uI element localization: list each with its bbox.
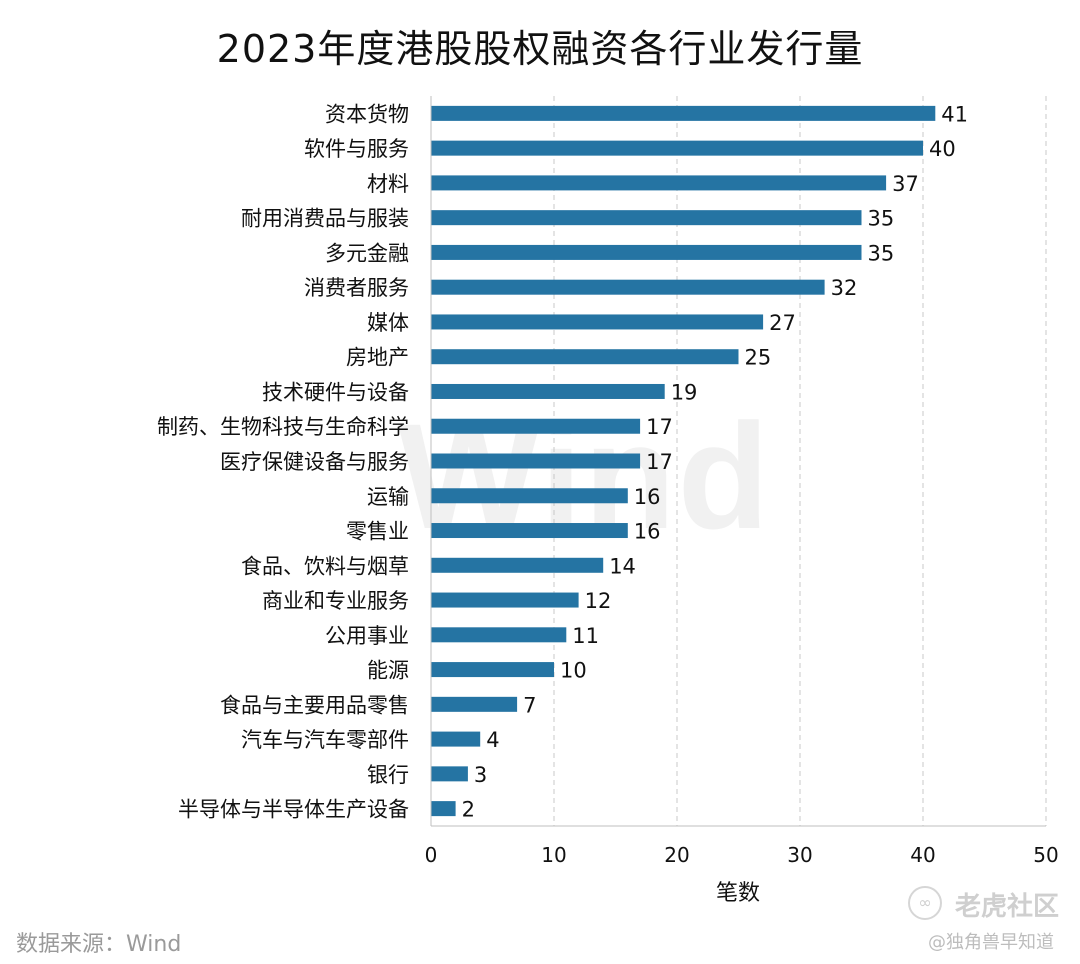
bar (431, 314, 764, 330)
bar (431, 175, 887, 191)
value-label: 19 (671, 380, 698, 404)
value-label: 35 (868, 241, 895, 265)
category-label: 技术硬件与设备 (262, 380, 409, 404)
category-label: 多元金融 (325, 241, 409, 265)
bar (431, 523, 628, 539)
tiger-community-watermark: 老虎社区 (955, 892, 1060, 922)
category-label: 耐用消费品与服装 (241, 207, 409, 231)
category-label: 商业和专业服务 (262, 589, 409, 613)
bar (431, 696, 518, 712)
value-label: 10 (560, 659, 587, 683)
category-label: 媒体 (367, 311, 409, 335)
value-label: 11 (572, 624, 599, 648)
value-label: 17 (646, 415, 673, 439)
value-label: 12 (585, 589, 612, 613)
value-label: 25 (745, 346, 772, 370)
x-axis: 0 10 20 30 40 50 (425, 96, 1059, 867)
category-label: 银行 (367, 763, 409, 787)
x-tick-label: 0 (425, 843, 438, 867)
bar (431, 592, 579, 608)
category-label: 食品与主要用品零售 (220, 693, 409, 717)
bar (431, 731, 481, 747)
value-label: 4 (486, 728, 499, 752)
bar (431, 662, 554, 678)
category-label: 制药、生物科技与生命科学 (157, 415, 409, 439)
value-label: 16 (634, 520, 661, 544)
category-label: 食品、饮料与烟草 (241, 554, 409, 578)
tiger-community-logo-icon: ∞ (908, 886, 942, 920)
value-label: 35 (868, 207, 895, 231)
bar (431, 279, 825, 295)
value-label: 41 (941, 102, 968, 126)
source-note: 数据来源：Wind (16, 932, 182, 957)
value-label: 40 (929, 137, 956, 161)
x-axis-label: 笔数 (716, 881, 760, 906)
bar (431, 383, 665, 399)
category-label: 资本货物 (325, 102, 409, 126)
value-label: 32 (831, 276, 858, 300)
bar (431, 453, 641, 469)
value-label: 3 (474, 763, 487, 787)
bar (431, 766, 468, 782)
category-label: 房地产 (346, 346, 409, 370)
category-label: 汽车与汽车零部件 (241, 728, 409, 752)
bar (431, 140, 923, 156)
value-label: 17 (646, 450, 673, 474)
category-label: 消费者服务 (304, 276, 409, 300)
value-label: 37 (892, 172, 919, 196)
category-labels: 资本货物软件与服务材料耐用消费品与服装多元金融消费者服务媒体房地产技术硬件与设备… (157, 102, 409, 821)
x-tick-label: 30 (787, 843, 812, 867)
bar (431, 210, 862, 226)
category-label: 运输 (367, 485, 409, 509)
chart-title: 2023年度港股股权融资各行业发行量 (216, 27, 864, 71)
x-tick-label: 20 (664, 843, 689, 867)
value-label: 14 (609, 554, 636, 578)
x-tick-label: 40 (910, 843, 935, 867)
category-label: 半导体与半导体生产设备 (178, 798, 409, 822)
value-label: 2 (462, 798, 475, 822)
bar (431, 801, 456, 817)
bar (431, 627, 567, 643)
value-label: 7 (523, 693, 536, 717)
author-watermark: @独角兽早知道 (928, 932, 1054, 953)
category-label: 材料 (367, 172, 409, 196)
category-label: 公用事业 (325, 624, 409, 648)
x-tick-label: 50 (1033, 843, 1058, 867)
value-label: 16 (634, 485, 661, 509)
category-label: 医疗保健设备与服务 (220, 450, 409, 474)
bar (431, 349, 739, 365)
category-label: 零售业 (346, 520, 409, 544)
category-label: 软件与服务 (304, 137, 409, 161)
bar (431, 244, 862, 260)
category-label: 能源 (367, 659, 409, 683)
value-label: 27 (769, 311, 796, 335)
bar (431, 418, 641, 434)
x-tick-label: 10 (541, 843, 566, 867)
bars (431, 105, 936, 817)
bar (431, 105, 936, 121)
bar (431, 557, 604, 573)
bar (431, 488, 628, 504)
